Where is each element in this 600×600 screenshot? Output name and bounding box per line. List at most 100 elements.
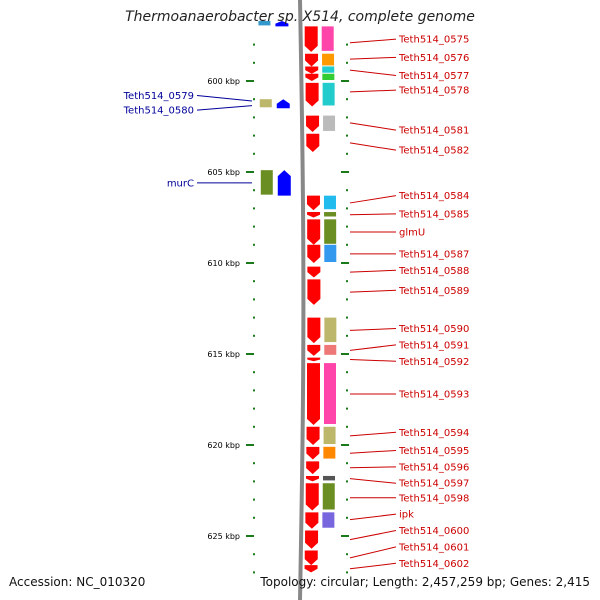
minor-tick-right [346, 516, 348, 519]
cog-category-bar [322, 82, 335, 106]
minor-tick-left [253, 280, 255, 283]
cog-category-bar [323, 426, 336, 444]
minor-tick-right [341, 171, 349, 173]
kbp-tick-label: 620 kbp [207, 441, 240, 450]
minor-tick-right [346, 280, 348, 283]
right-label-leader [349, 38, 397, 44]
kbp-tick-label: 605 kbp [207, 168, 240, 177]
cog-category-bar [321, 26, 334, 51]
cog-category-bar [323, 446, 336, 459]
minor-tick-left [253, 298, 255, 301]
right-gene-label: Teth514_0592 [398, 357, 469, 368]
right-label-leader [349, 562, 397, 570]
cog-category-bar [323, 115, 336, 131]
forward-gene-arrow [306, 133, 320, 152]
minor-tick-right [346, 98, 348, 101]
minor-tick-left [253, 116, 255, 119]
minor-tick-right [346, 134, 348, 137]
right-label-leader [349, 56, 397, 60]
right-label-leader [349, 513, 397, 521]
cog-category-bar [324, 212, 337, 217]
minor-tick-left [246, 444, 254, 446]
right-gene-label: Teth514_0578 [398, 86, 469, 97]
forward-gene-arrow [307, 212, 321, 218]
right-gene-label: Teth514_0576 [398, 53, 469, 64]
cog-category-bar [323, 363, 336, 424]
minor-tick-right [341, 444, 349, 446]
forward-gene-arrow [307, 244, 321, 263]
right-label-leader [349, 478, 397, 484]
map-title: Thermoanaerobacter sp. X514, complete ge… [125, 9, 475, 25]
topology-text: Topology: circular; Length: 2,457,259 bp… [260, 575, 590, 589]
right-gene-label: Teth514_0602 [398, 559, 469, 570]
minor-tick-right [346, 553, 348, 556]
genome-axis [298, 0, 306, 600]
minor-tick-right [346, 152, 348, 155]
minor-tick-right [346, 61, 348, 64]
minor-tick-left [246, 80, 254, 82]
minor-tick-right [346, 371, 348, 374]
right-label-leader [349, 358, 397, 362]
forward-gene-arrow [305, 483, 319, 511]
right-gene-label: Teth514_0582 [398, 146, 469, 157]
right-label-leader [349, 449, 397, 454]
minor-tick-left [253, 462, 255, 465]
minor-tick-left [246, 262, 254, 264]
forward-gene-arrow [307, 344, 321, 356]
reverse-gene-arrow [276, 99, 290, 109]
forward-gene-arrow [307, 219, 321, 245]
kbp-scale: 600 kbp 605 kbp 610 kbp 615 kbp 620 kbp 625 k… [207, 77, 240, 541]
forward-gene-arrow [305, 66, 319, 74]
minor-tick-left [253, 152, 255, 155]
reverse-gene-arrow [277, 170, 291, 196]
right-gene-label: Teth514_0589 [398, 286, 469, 297]
minor-tick-right [341, 80, 349, 82]
right-gene-label: Teth514_0596 [398, 462, 469, 473]
minor-tick-left [246, 353, 254, 355]
minor-tick-right [341, 535, 349, 537]
cog-category-bar [322, 73, 335, 80]
right-gene-label: Teth514_0590 [398, 324, 469, 335]
minor-tick-right [346, 243, 348, 246]
minor-tick-right [346, 298, 348, 301]
right-gene-label: Teth514_0585 [398, 209, 469, 220]
right-label-leader [349, 122, 397, 131]
minor-tick-right [346, 116, 348, 119]
forward-gene-arrow [306, 461, 320, 475]
forward-gene-arrow [307, 266, 321, 278]
right-gene-label: Teth514_0597 [398, 479, 469, 490]
minor-tick-right [346, 334, 348, 337]
cog-category-bar [323, 475, 336, 481]
kbp-tick-label: 600 kbp [207, 77, 240, 86]
right-label-leader [349, 142, 397, 151]
minor-tick-left [253, 98, 255, 101]
right-gene-label: Teth514_0598 [398, 493, 469, 504]
gene-labels: Teth514_0575 Teth514_0576 Teth514_0577 Teth… [123, 35, 470, 570]
left-label-leader [196, 105, 253, 111]
minor-tick-left [253, 225, 255, 228]
cog-category-bar [260, 170, 273, 195]
right-gene-label: Teth514_0581 [398, 126, 469, 137]
minor-tick-left [246, 535, 254, 537]
forward-gene-arrow [306, 426, 320, 445]
forward-gene-arrow [307, 317, 321, 344]
minor-tick-left [253, 571, 255, 574]
forward-gene-arrow [306, 195, 320, 211]
minor-tick-left [253, 553, 255, 556]
right-gene-label: Teth514_0600 [398, 526, 469, 537]
right-label-leader [349, 289, 397, 293]
kbp-tick-label: 610 kbp [207, 259, 240, 268]
right-gene-label: Teth514_0588 [398, 266, 469, 277]
minor-tick-left [253, 207, 255, 210]
accession-text: Accession: NC_010320 [9, 575, 146, 589]
forward-gene-arrow [304, 550, 318, 566]
minor-tick-left [253, 516, 255, 519]
cog-category-bar [322, 66, 335, 73]
minor-tick-left [253, 371, 255, 374]
right-label-leader [349, 89, 397, 93]
minor-tick-left [253, 61, 255, 64]
forward-gene-arrow [307, 357, 321, 362]
minor-tick-left [253, 43, 255, 46]
minor-tick-right [346, 207, 348, 210]
